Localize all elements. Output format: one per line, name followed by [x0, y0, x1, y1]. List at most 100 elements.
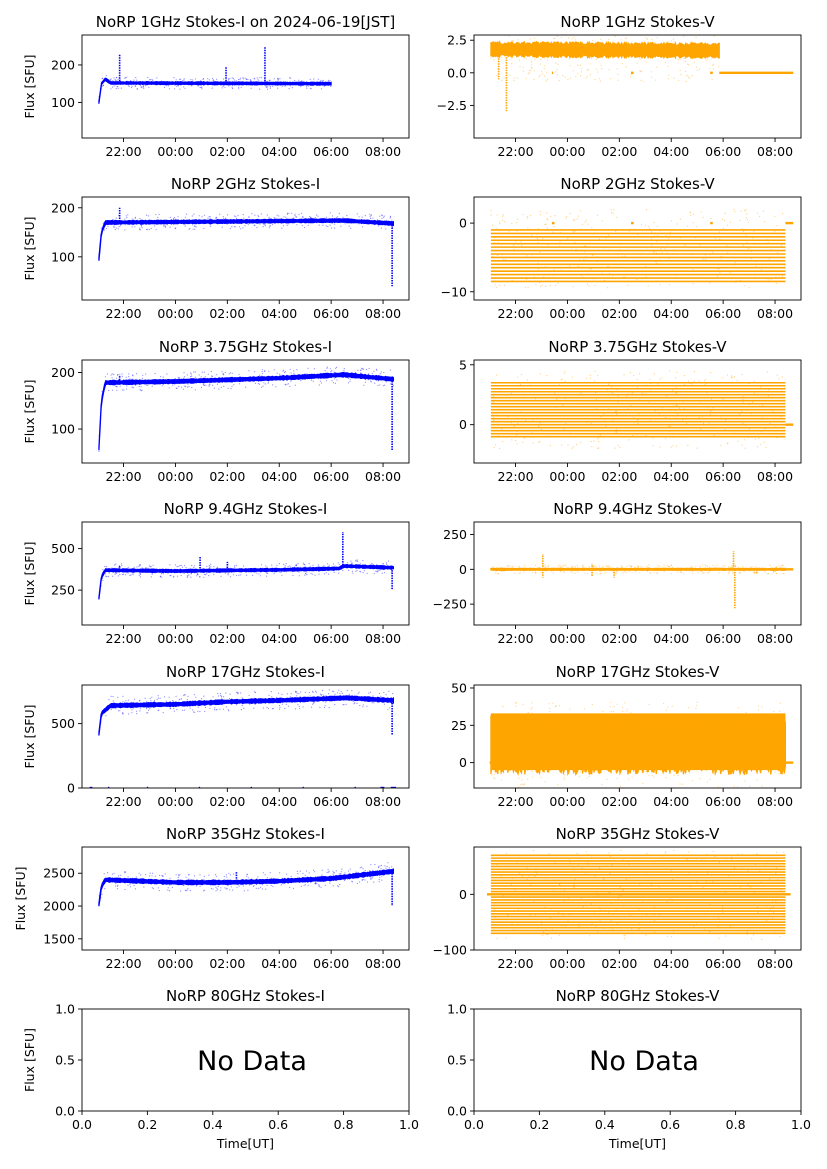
data-point — [502, 214, 504, 216]
data-point — [267, 221, 269, 223]
data-point — [626, 860, 629, 862]
data-point — [550, 908, 552, 910]
data-point — [238, 86, 240, 88]
data-point — [316, 222, 318, 224]
data-point — [635, 267, 637, 269]
data-point — [303, 568, 305, 570]
data-point — [630, 712, 632, 714]
data-point — [166, 373, 168, 375]
data-point — [567, 37, 570, 39]
data-point — [720, 417, 722, 419]
data-point — [193, 875, 196, 877]
data-point — [683, 35, 685, 37]
data-point — [154, 225, 156, 227]
data-point — [361, 698, 363, 701]
data-point — [520, 411, 523, 413]
data-point — [366, 881, 369, 883]
data-point — [778, 378, 780, 380]
data-point — [706, 877, 708, 879]
data-point — [726, 224, 729, 226]
data-point — [686, 74, 689, 76]
data-point — [755, 565, 757, 568]
x-tick-label: 06:00 — [313, 469, 349, 484]
data-point — [114, 84, 116, 86]
data-point — [229, 219, 231, 221]
data-point — [254, 371, 256, 373]
data-point — [736, 433, 738, 435]
data-point — [763, 441, 765, 443]
data-point — [562, 914, 564, 916]
data-point — [318, 570, 320, 572]
data-point — [136, 566, 138, 568]
data-point — [284, 371, 286, 373]
data-point — [663, 702, 665, 705]
data-point — [165, 85, 167, 87]
data-point — [553, 890, 555, 892]
data-point — [235, 704, 237, 706]
data-point — [515, 240, 517, 242]
data-point — [659, 742, 661, 744]
data-point — [753, 924, 755, 926]
data-point — [328, 707, 330, 709]
data-point — [540, 285, 542, 287]
data-point — [366, 572, 368, 575]
data-point — [285, 699, 287, 701]
data-point — [526, 217, 528, 219]
data-point — [564, 879, 566, 882]
data-point — [318, 384, 320, 386]
data-point — [234, 565, 236, 567]
data-point — [543, 57, 546, 59]
data-point — [507, 854, 509, 856]
data-point — [572, 871, 574, 873]
data-point — [695, 858, 698, 860]
data-point — [319, 567, 321, 569]
data-point — [286, 212, 289, 214]
data-point — [683, 927, 686, 929]
data-point — [645, 61, 647, 63]
data-point — [579, 75, 582, 77]
data-point — [734, 728, 737, 731]
data-point — [712, 49, 715, 51]
data-point — [653, 914, 655, 916]
data-point — [528, 430, 531, 432]
data-point — [284, 81, 286, 83]
series-2ghz-i — [98, 207, 394, 287]
data-point — [356, 696, 358, 698]
data-point — [650, 744, 652, 746]
data-point — [353, 703, 355, 705]
data-point — [597, 895, 599, 897]
data-point — [616, 413, 618, 415]
data-point — [568, 568, 570, 570]
data-point — [553, 236, 555, 238]
data-point — [519, 763, 521, 765]
data-point — [362, 368, 364, 370]
data-point — [608, 266, 610, 268]
data-point — [322, 224, 324, 226]
data-point — [621, 255, 624, 257]
y-tick-label: 0.0 — [447, 65, 467, 80]
data-point — [727, 252, 729, 254]
data-point — [291, 376, 293, 378]
data-point — [385, 867, 387, 869]
data-point — [538, 425, 540, 427]
data-point — [697, 572, 699, 574]
data-point — [522, 441, 524, 443]
data-point — [351, 690, 353, 692]
data-point — [736, 379, 738, 381]
data-point — [651, 244, 653, 246]
chart-title-35ghz-i: NoRP 35GHz Stokes-I — [166, 825, 325, 843]
x-tick-label: 08:00 — [757, 956, 793, 971]
data-point — [254, 78, 256, 80]
data-point — [740, 414, 742, 416]
data-point — [164, 881, 166, 883]
data-point — [491, 259, 494, 262]
data-point — [117, 87, 119, 89]
data-point — [733, 564, 735, 566]
data-point — [166, 224, 168, 226]
data-point — [292, 887, 294, 890]
data-point — [200, 700, 202, 702]
data-point — [729, 272, 731, 274]
data-point — [150, 566, 152, 568]
data-point — [510, 422, 512, 424]
data-point — [101, 577, 103, 579]
